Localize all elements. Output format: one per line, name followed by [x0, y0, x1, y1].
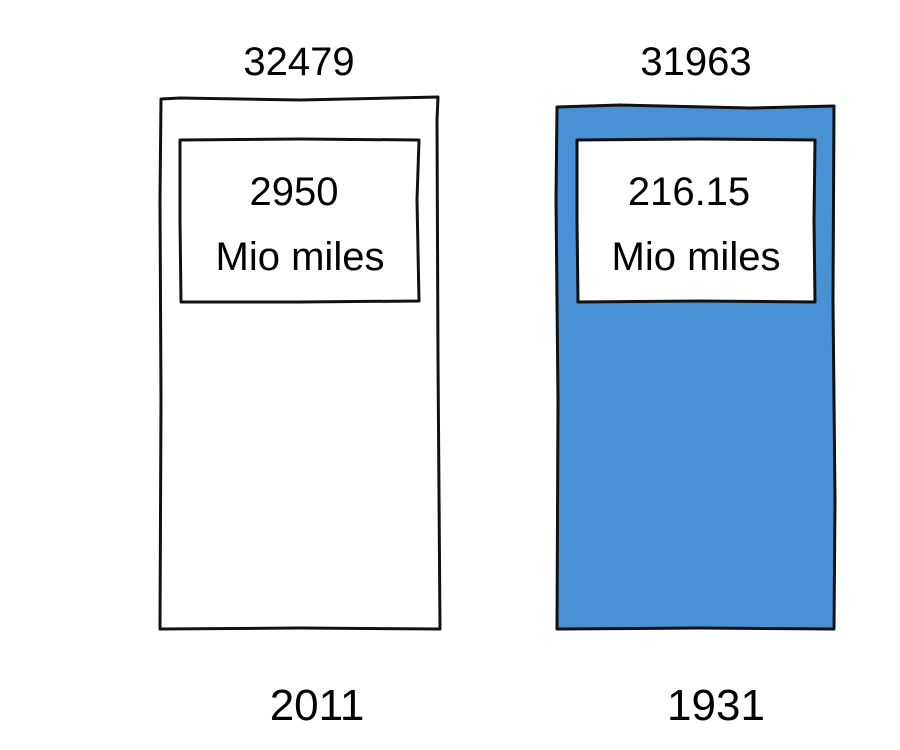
bar-value-label-2011: 32479: [243, 40, 354, 84]
bar-group-1931: 31963 216.15 Mio miles 1931: [554, 40, 837, 730]
category-label-2011: 2011: [270, 681, 365, 730]
inner-box-2011: [178, 137, 421, 304]
inner-value-1931: 216.15: [628, 170, 750, 214]
inner-unit-1931: Mio miles: [612, 235, 781, 279]
bar-group-2011: 32479 2950 Mio miles 2011: [158, 40, 442, 730]
inner-unit-2011: Mio miles: [216, 235, 385, 279]
inner-value-2011: 2950: [250, 170, 339, 214]
inner-box-1931: [575, 137, 817, 304]
bar-value-label-1931: 31963: [640, 40, 751, 84]
category-label-1931: 1931: [667, 681, 765, 730]
